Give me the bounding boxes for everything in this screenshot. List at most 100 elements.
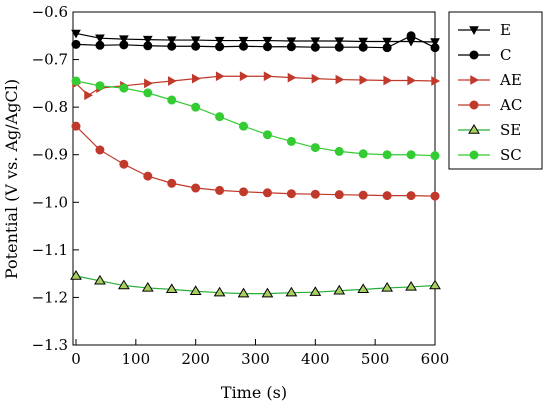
data-point-se [429, 279, 441, 290]
data-point-c [71, 39, 81, 49]
data-point-c [262, 42, 272, 52]
series-line-sc [75, 80, 436, 157]
data-point-c [286, 42, 296, 52]
legend-label: E [500, 21, 511, 39]
x-tick-label: 400 [301, 350, 330, 368]
series-sc [71, 76, 440, 161]
data-point-ae [215, 71, 225, 82]
y-tick-label: −0.8 [32, 98, 68, 116]
data-point-sc [334, 146, 344, 156]
data-point-c [119, 40, 129, 50]
series-layer [70, 29, 441, 298]
data-point-ae [335, 74, 345, 85]
data-point-c [239, 41, 249, 51]
data-point-c [95, 40, 105, 50]
data-point-sc [167, 95, 177, 105]
x-tick-label: 0 [71, 350, 81, 368]
data-point-e [119, 35, 129, 45]
data-point-se [309, 286, 322, 296]
data-point-ae [239, 71, 249, 82]
data-point-e [190, 36, 201, 46]
data-point-c [191, 41, 201, 51]
y-tick-label: −1.1 [32, 241, 68, 259]
data-point-sc [358, 149, 368, 159]
data-point-se [141, 281, 154, 292]
data-point-ac [286, 189, 296, 199]
data-point-c [406, 31, 416, 41]
legend-marker [468, 124, 480, 134]
data-point-c [382, 43, 392, 53]
legend-label: C [500, 46, 511, 64]
data-point-ac [358, 190, 368, 200]
x-tick-label: 100 [122, 350, 151, 368]
series-line-e [75, 32, 436, 43]
x-tick-label: 200 [181, 350, 210, 368]
data-point-se [285, 286, 298, 297]
data-point-e [430, 38, 440, 47]
y-axis-title: Potential (V vs. Ag/AgCl) [2, 79, 21, 279]
legend-items: EC AE AC SE SC [458, 21, 522, 164]
legend-label: AE [499, 71, 522, 89]
data-point-e [382, 37, 392, 47]
legend-marker [469, 26, 479, 36]
series-e [71, 29, 440, 47]
data-point-e [214, 36, 225, 46]
data-point-ac [95, 145, 105, 155]
data-point-e [358, 37, 369, 47]
data-point-ac [334, 190, 344, 200]
data-point-e [262, 36, 273, 46]
legend-label: AC [499, 96, 522, 114]
y-tick-label: −0.7 [32, 51, 68, 69]
data-point-e [71, 29, 81, 39]
x-tick-label: 600 [421, 350, 450, 368]
series-se [70, 270, 441, 298]
series-ae [72, 71, 441, 101]
data-point-ac [262, 188, 272, 198]
data-point-ae [383, 75, 393, 86]
data-point-c [358, 42, 368, 52]
y-tick-label: −1.3 [32, 336, 68, 354]
data-point-ac [71, 121, 81, 131]
legend-marker [469, 100, 479, 110]
data-point-ae [311, 73, 321, 84]
data-point-ae [431, 76, 441, 86]
data-point-ae [359, 75, 369, 85]
data-point-ac [310, 189, 320, 199]
data-point-ae [144, 78, 153, 89]
data-point-sc [430, 151, 440, 161]
data-point-c [167, 41, 177, 51]
data-point-ac [143, 171, 153, 181]
series-ac [71, 121, 440, 201]
x-axis-title: Time (s) [221, 383, 287, 402]
data-point-ac [167, 178, 177, 188]
legend-marker [469, 50, 479, 60]
data-point-se [189, 285, 202, 295]
series-line-c [75, 35, 436, 49]
data-point-ac [191, 183, 201, 193]
data-point-sc [262, 130, 272, 140]
data-point-sc [143, 88, 153, 98]
data-point-ac [430, 191, 440, 201]
data-point-se [261, 287, 274, 298]
data-point-c [215, 42, 225, 52]
data-point-e [286, 37, 297, 47]
data-point-c [430, 43, 440, 53]
series-line-ae [75, 75, 436, 97]
data-point-ae [84, 90, 93, 101]
data-point-c [143, 41, 153, 51]
data-point-e [310, 37, 321, 47]
data-point-sc [95, 81, 105, 91]
x-tick-label: 500 [361, 350, 390, 368]
y-tick-label: −1.2 [32, 288, 68, 306]
legend: EC AE AC SE SC [448, 11, 543, 170]
series-line-se [75, 275, 436, 295]
legend-label: SC [500, 146, 522, 164]
data-point-sc [382, 150, 392, 160]
data-point-e [166, 36, 177, 46]
data-point-e [95, 34, 105, 44]
y-axis-ticks: −0.6 −0.7 −0.8 −0.9 −1.0 −1.1 −1.2 −1.3 [32, 3, 79, 354]
data-point-se [237, 287, 250, 298]
data-point-sc [215, 112, 225, 122]
